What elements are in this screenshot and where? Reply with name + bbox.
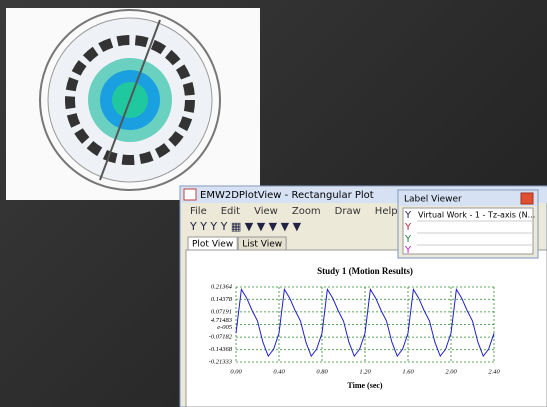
x-tick-label: 0.00 (230, 368, 242, 375)
motor-image (6, 8, 260, 200)
label-viewer-title: Label Viewer (404, 195, 462, 205)
x-tick-label: 2.40 (488, 368, 500, 375)
label-entry[interactable]: Virtual Work - 1 - Tz-axis (N... (418, 211, 535, 220)
menu-item[interactable]: View (254, 206, 278, 217)
svg-text:Y: Y (404, 234, 412, 245)
x-axis-label: Time (sec) (347, 381, 383, 390)
menu-item[interactable]: Zoom (292, 206, 321, 217)
screen: EMW2DPlotView - Rectangular Plot File Edi… (0, 0, 547, 407)
menu-item[interactable]: Edit (221, 206, 240, 217)
menu-item[interactable]: Draw (335, 206, 361, 217)
menu-item[interactable]: File (190, 206, 207, 217)
tab-label[interactable]: List View (242, 240, 282, 250)
y-tick-label: 0.21364 (211, 283, 233, 290)
y-tick-label: -0.14368 (209, 346, 233, 353)
svg-text:Y Y Y Y ▦ ▼ ▼ ▼ ▼ ▼: Y Y Y Y ▦ ▼ ▼ ▼ ▼ ▼ (189, 220, 302, 233)
menu-item[interactable]: Help (375, 206, 398, 217)
x-tick-label: 1.20 (359, 368, 371, 375)
window-title: EMW2DPlotView - Rectangular Plot (200, 190, 374, 201)
x-tick-label: 0.80 (316, 368, 328, 375)
close-button[interactable] (521, 193, 533, 204)
y-tick-label: 0.14378 (211, 296, 233, 303)
y-tick-label: -0.21333 (209, 358, 233, 365)
x-tick-label: 1.60 (402, 368, 414, 375)
y-tick-label: -0.07182 (209, 334, 233, 341)
svg-text:Y: Y (404, 245, 412, 256)
svg-text:Y: Y (404, 210, 412, 221)
tab-label[interactable]: Plot View (192, 240, 233, 250)
page: EMW2DPlotView - Rectangular Plot File Edi… (0, 0, 547, 407)
x-tick-label: 0.40 (273, 368, 285, 375)
y-tick-label: 0.07191 (211, 308, 232, 315)
label-viewer: Label Viewer Y Y Y Y Virtual Work - 1 - … (398, 190, 538, 258)
svg-text:Y: Y (404, 222, 412, 233)
x-tick-label: 2.00 (445, 368, 457, 375)
chart-title: Study 1 (Motion Results) (317, 266, 413, 276)
